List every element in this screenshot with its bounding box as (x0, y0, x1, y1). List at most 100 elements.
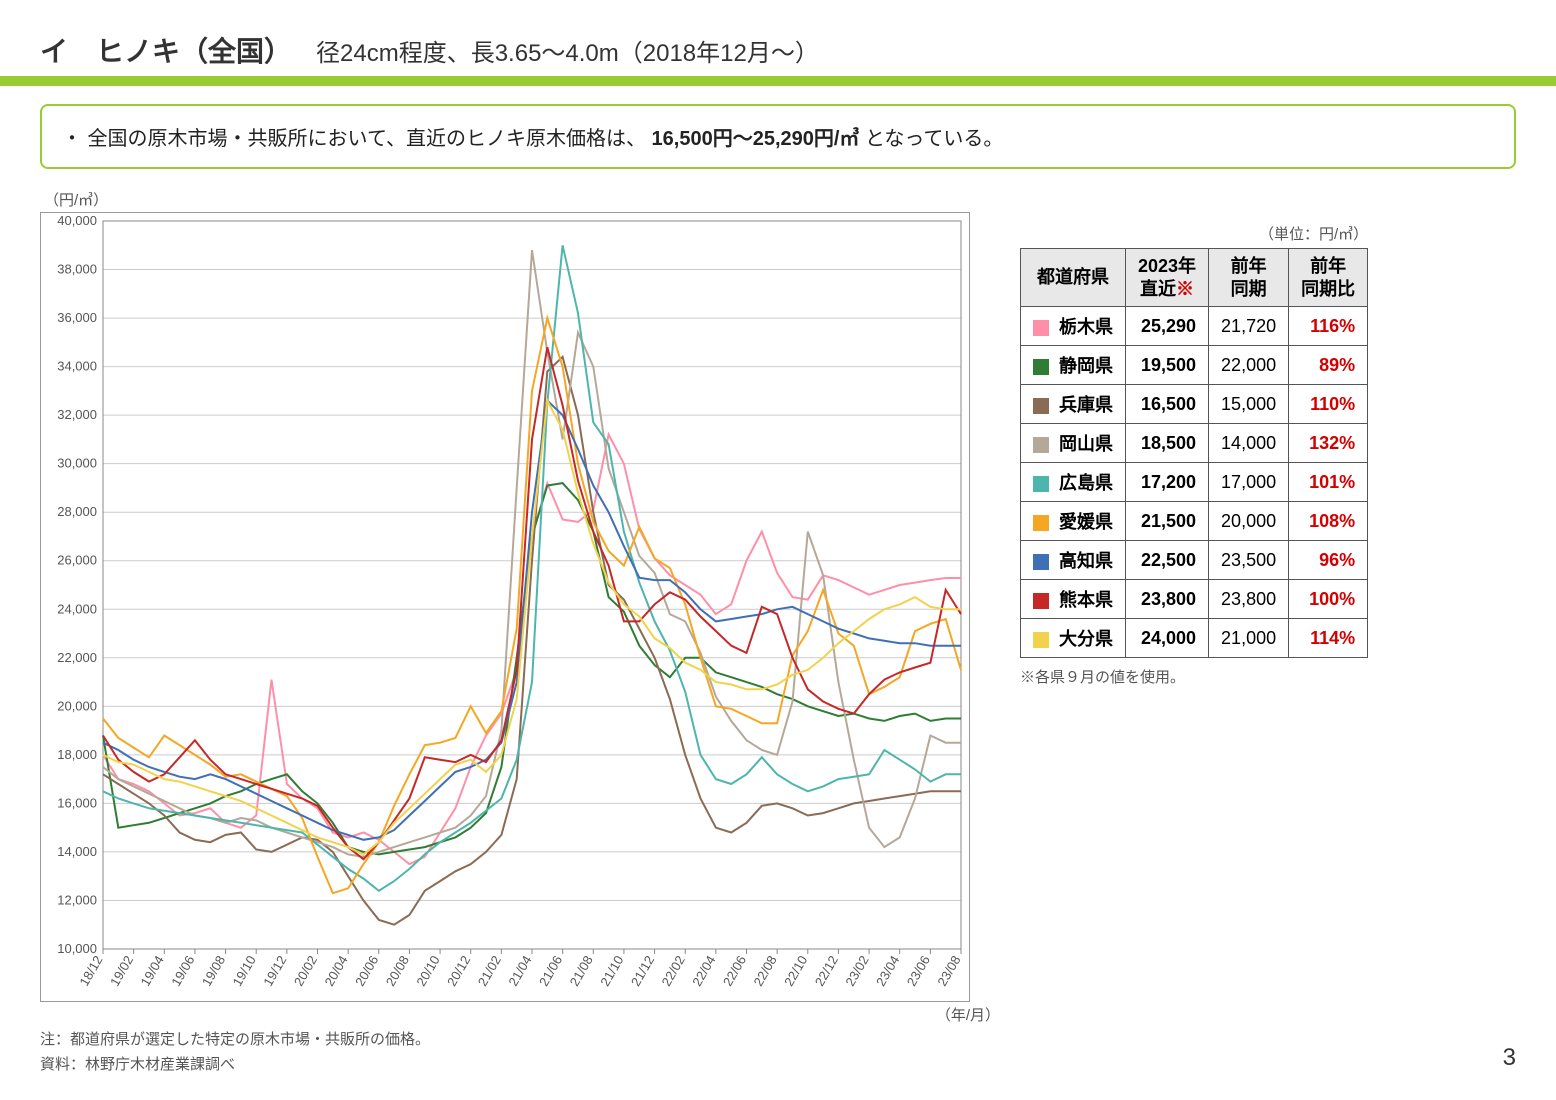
table-row: 愛媛県21,50020,000108% (1021, 502, 1368, 541)
pref-cell: 静岡県 (1021, 346, 1126, 385)
latest-cell: 16,500 (1126, 385, 1209, 424)
table-row: 静岡県19,50022,00089% (1021, 346, 1368, 385)
table-header-row: 都道府県2023年直近※前年同期前年同期比 (1021, 249, 1368, 307)
table-note: ※各県９月の値を使用。 (1020, 666, 1368, 687)
svg-text:19/04: 19/04 (138, 953, 167, 989)
svg-text:19/08: 19/08 (199, 953, 228, 989)
ratio-cell: 89% (1289, 346, 1368, 385)
svg-text:21/02: 21/02 (475, 953, 504, 989)
page-title-main: イ ヒノキ（全国） (40, 30, 292, 70)
summary-bold: 16,500円～25,290円/㎥ (652, 128, 860, 150)
content-row: （円/㎥） 10,00012,00014,00016,00018,00020,0… (40, 189, 1516, 1075)
page-number: 3 (1503, 1044, 1516, 1072)
svg-text:20/04: 20/04 (321, 953, 350, 989)
color-swatch-icon (1033, 632, 1049, 648)
table-row: 栃木県25,29021,720116% (1021, 307, 1368, 346)
svg-text:20/02: 20/02 (291, 953, 320, 989)
prev-cell: 22,000 (1209, 346, 1289, 385)
color-swatch-icon (1033, 437, 1049, 453)
chart-footnote1: 注：都道府県が選定した特定の原木市場・共販所の価格。 (40, 1029, 1000, 1050)
svg-text:21/06: 21/06 (536, 953, 565, 989)
svg-text:36,000: 36,000 (57, 310, 97, 325)
table-row: 大分県24,00021,000114% (1021, 619, 1368, 658)
svg-text:23/06: 23/06 (904, 953, 933, 989)
pref-cell: 栃木県 (1021, 307, 1126, 346)
ratio-cell: 116% (1289, 307, 1368, 346)
svg-text:20/08: 20/08 (383, 953, 412, 989)
svg-text:20/06: 20/06 (352, 953, 381, 989)
svg-text:22/06: 22/06 (720, 953, 749, 989)
svg-text:22/12: 22/12 (812, 953, 841, 989)
svg-text:32,000: 32,000 (57, 407, 97, 422)
summary-suffix: となっている。 (865, 128, 1003, 150)
table-row: 岡山県18,50014,000132% (1021, 424, 1368, 463)
svg-text:18/12: 18/12 (76, 953, 105, 989)
svg-text:22/08: 22/08 (750, 953, 779, 989)
latest-cell: 19,500 (1126, 346, 1209, 385)
color-swatch-icon (1033, 398, 1049, 414)
svg-text:22/02: 22/02 (659, 953, 688, 989)
svg-text:34,000: 34,000 (57, 359, 97, 374)
prev-cell: 21,000 (1209, 619, 1289, 658)
pref-cell: 岡山県 (1021, 424, 1126, 463)
prev-cell: 23,800 (1209, 580, 1289, 619)
svg-text:16,000: 16,000 (57, 795, 97, 810)
star-icon: ※ (1176, 279, 1194, 299)
latest-cell: 23,800 (1126, 580, 1209, 619)
color-swatch-icon (1033, 359, 1049, 375)
svg-text:12,000: 12,000 (57, 892, 97, 907)
ratio-cell: 100% (1289, 580, 1368, 619)
color-swatch-icon (1033, 320, 1049, 336)
latest-cell: 24,000 (1126, 619, 1209, 658)
svg-text:20/12: 20/12 (444, 953, 473, 989)
svg-text:19/12: 19/12 (260, 953, 289, 989)
svg-text:24,000: 24,000 (57, 601, 97, 616)
latest-cell: 17,200 (1126, 463, 1209, 502)
prev-cell: 17,000 (1209, 463, 1289, 502)
summary-box: ・ 全国の原木市場・共販所において、直近のヒノキ原木価格は、 16,500円～2… (40, 104, 1516, 169)
table-body: 栃木県25,29021,720116%静岡県19,50022,00089%兵庫県… (1021, 307, 1368, 658)
page-title-row: イ ヒノキ（全国） 径24cm程度、長3.65～4.0m（2018年12月～） (40, 30, 1516, 70)
chart-footnote2: 資料：林野庁木材産業課調べ (40, 1054, 1000, 1075)
table-unit-label: （単位：円/㎥） (1020, 223, 1368, 244)
price-line-chart: 10,00012,00014,00016,00018,00020,00022,0… (40, 212, 970, 1002)
table-header-cell: 都道府県 (1021, 249, 1126, 307)
pref-cell: 熊本県 (1021, 580, 1126, 619)
svg-text:20,000: 20,000 (57, 698, 97, 713)
latest-cell: 21,500 (1126, 502, 1209, 541)
svg-text:30,000: 30,000 (57, 456, 97, 471)
svg-text:19/10: 19/10 (230, 953, 259, 989)
divider-bar (0, 76, 1556, 86)
pref-cell: 大分県 (1021, 619, 1126, 658)
pref-cell: 高知県 (1021, 541, 1126, 580)
pref-cell: 広島県 (1021, 463, 1126, 502)
table-header-cell: 2023年直近※ (1126, 249, 1209, 307)
svg-text:22/10: 22/10 (781, 953, 810, 989)
ratio-cell: 114% (1289, 619, 1368, 658)
x-axis-label: （年/月） (40, 1004, 1000, 1025)
color-swatch-icon (1033, 515, 1049, 531)
svg-text:23/02: 23/02 (842, 953, 871, 989)
svg-text:20/10: 20/10 (413, 953, 442, 989)
svg-text:18,000: 18,000 (57, 747, 97, 762)
latest-cell: 22,500 (1126, 541, 1209, 580)
svg-text:19/06: 19/06 (168, 953, 197, 989)
prev-cell: 15,000 (1209, 385, 1289, 424)
summary-prefix: ・ 全国の原木市場・共販所において、直近のヒノキ原木価格は、 (62, 128, 646, 150)
table-row: 兵庫県16,50015,000110% (1021, 385, 1368, 424)
svg-text:23/04: 23/04 (873, 953, 902, 989)
pref-cell: 愛媛県 (1021, 502, 1126, 541)
pref-cell: 兵庫県 (1021, 385, 1126, 424)
svg-text:21/08: 21/08 (567, 953, 596, 989)
table-header-cell: 前年同期比 (1289, 249, 1368, 307)
svg-text:21/12: 21/12 (628, 953, 657, 989)
svg-text:22,000: 22,000 (57, 650, 97, 665)
chart-wrap: （円/㎥） 10,00012,00014,00016,00018,00020,0… (40, 189, 1000, 1075)
svg-text:22/04: 22/04 (689, 953, 718, 989)
table-row: 熊本県23,80023,800100% (1021, 580, 1368, 619)
color-swatch-icon (1033, 476, 1049, 492)
latest-cell: 25,290 (1126, 307, 1209, 346)
ratio-cell: 101% (1289, 463, 1368, 502)
prev-cell: 23,500 (1209, 541, 1289, 580)
table-row: 広島県17,20017,000101% (1021, 463, 1368, 502)
